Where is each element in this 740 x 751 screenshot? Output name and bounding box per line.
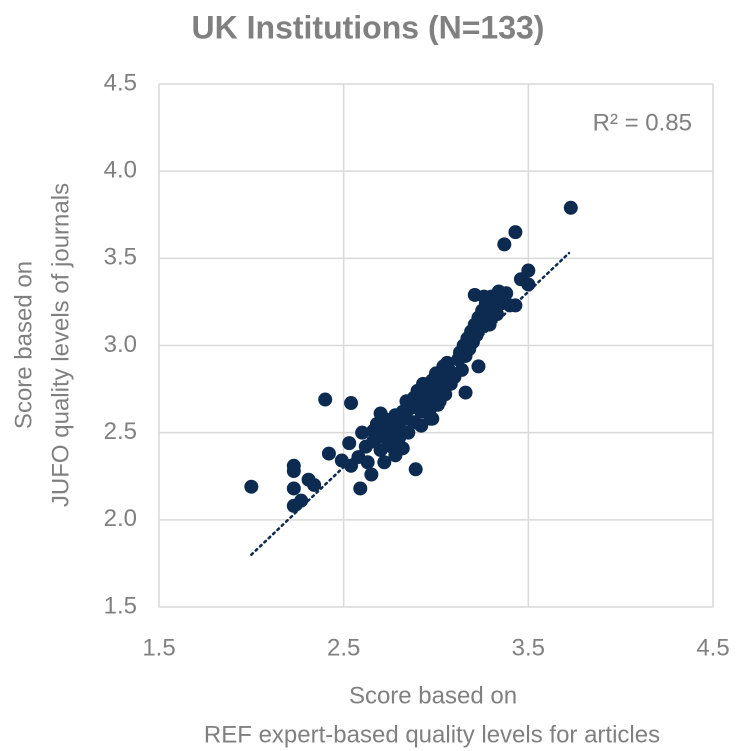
data-point	[307, 477, 322, 492]
data-point	[344, 396, 359, 411]
x-axis-label: REF expert-based quality levels for arti…	[204, 721, 660, 748]
y-tick-label: 2.0	[104, 505, 137, 532]
data-point	[482, 317, 497, 332]
data-point	[414, 418, 429, 433]
trendline	[250, 251, 571, 556]
y-tick-label: 4.0	[104, 157, 137, 184]
x-tick-label: 3.5	[512, 634, 545, 661]
chart-title: UK Institutions (N=133)	[192, 9, 545, 45]
y-axis-label: JUFO quality levels of journals	[47, 183, 74, 507]
data-point	[353, 481, 368, 496]
data-point	[521, 277, 536, 292]
x-tick-label: 1.5	[142, 634, 175, 661]
x-tick-label: 2.5	[327, 634, 360, 661]
y-tick-label: 1.5	[104, 592, 137, 619]
data-point	[502, 298, 517, 313]
data-point	[294, 493, 309, 508]
y-tick-label: 3.5	[104, 244, 137, 271]
data-point	[499, 286, 514, 301]
data-point	[286, 481, 301, 496]
y-axis-label: Score based on	[10, 261, 37, 429]
x-axis-label: Score based on	[349, 682, 517, 709]
data-point	[384, 439, 399, 454]
data-point	[508, 225, 523, 240]
x-tick-label: 4.5	[696, 634, 729, 661]
data-point	[471, 359, 486, 374]
data-point	[521, 263, 536, 278]
data-point	[373, 443, 388, 458]
data-point	[377, 455, 392, 470]
r-squared: R² = 0.85	[593, 109, 692, 136]
data-point	[244, 479, 259, 494]
data-point	[355, 425, 370, 440]
data-point	[318, 392, 333, 407]
y-tick-label: 2.5	[104, 418, 137, 445]
data-point	[351, 450, 366, 465]
data-point	[286, 464, 301, 479]
data-point	[477, 289, 492, 304]
data-point	[321, 446, 336, 461]
y-tick-label: 3.0	[104, 331, 137, 358]
data-point	[454, 362, 469, 377]
data-point	[497, 237, 512, 252]
data-point	[438, 387, 453, 402]
data-point	[342, 436, 357, 451]
data-point	[408, 462, 423, 477]
y-tick-label: 4.5	[104, 69, 137, 96]
data-point	[458, 385, 473, 400]
data-point	[563, 200, 578, 215]
data-point	[364, 467, 379, 482]
